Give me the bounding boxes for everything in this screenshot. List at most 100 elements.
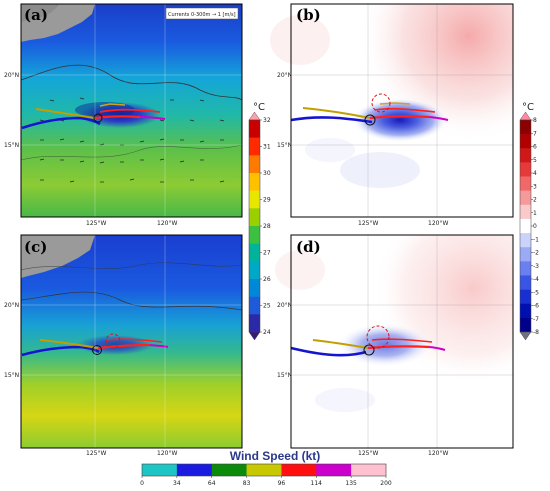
wind-speed-colorbar: 0 34 64 83 96 114 135 200 [140,463,392,487]
colorbar-tick-label: 5 [533,157,537,164]
colorbar-segment [520,134,531,149]
colorbar-tick-label: 31 [263,144,271,151]
colorbar-tick-label: 1 [533,210,537,217]
lat-label: 20°N [277,72,292,79]
colorbar-segment [520,190,531,206]
wind-speed-segment [246,464,282,476]
panel-b-anomaly-map: (b) [270,3,514,218]
axis-labels: 20°N 15°N 125°W 120°W 20°N 15°N 125°W 12… [4,72,448,457]
anomaly-colorbar-unit: °C [522,102,534,113]
colorbar-tick-label: -2 [533,250,539,257]
colorbar-segment [520,162,531,177]
panel-c-sst-map: (c) [20,234,243,449]
colorbar-segment [520,275,531,290]
wind-speed-tick-label: 34 [173,480,181,487]
lat-label: 15°N [277,372,292,379]
lat-label: 15°N [4,372,19,379]
sst-colorbar-unit: °C [253,102,265,113]
wind-speed-tick-label: 64 [208,480,216,487]
colorbar-segment [249,296,260,315]
colorbar-segment [249,279,260,297]
colorbar-tick-label: 2 [533,197,537,204]
colorbar-segment [249,190,260,209]
colorbar-tick-label: -4 [533,276,539,283]
colorbar-tick-label: -3 [533,263,539,270]
lon-label: 125°W [358,450,378,457]
wind-speed-tick-label: 135 [345,480,357,487]
lat-label: 20°N [277,302,292,309]
colorbar-segment [520,204,531,220]
panel-letter: (b) [296,6,321,24]
colorbar-tick-label: 25 [263,303,271,310]
storm-track [21,103,166,130]
colorbar-tick-label: 32 [263,117,271,124]
colorbar-tick-label: 6 [533,144,537,151]
colorbar-segment [520,148,531,163]
colorbar-cap-bottom [519,331,532,341]
lon-label: 120°W [428,450,448,457]
colorbar-segment [520,303,531,319]
colorbar-segment [249,314,260,333]
colorbar-tick-label: 7 [533,130,537,137]
lat-label: 15°N [4,142,19,149]
lon-label: 120°W [428,220,448,227]
colorbar-segment [520,233,531,248]
colorbar-tick-label: 3 [533,183,537,190]
colorbar-segment [249,155,260,174]
colorbar-tick-label: 4 [533,170,537,177]
wind-speed-title: Wind Speed (kt) [229,449,321,463]
colorbar-tick-label: 30 [263,170,271,177]
colorbar-tick-label: 27 [263,250,271,257]
colorbar-tick-label: 8 [533,117,537,124]
panel-d-anomaly-map: (d) [275,234,514,449]
current-legend: Currents 0-300m → 1 [m/s] [168,12,236,18]
lon-label: 120°W [157,450,177,457]
colorbar-tick-label: -7 [533,316,539,323]
colorbar-segment [520,120,531,135]
panel-letter: (a) [24,6,48,24]
colorbar-tick-label: -5 [533,289,539,296]
panel-a-sst-map: (a) Currents 0-300m → 1 [m/s] [20,3,243,218]
wind-speed-segment [176,464,213,476]
colorbar-segment [249,137,260,156]
colorbar-tick-label: -6 [533,303,539,310]
colorbar-cap-top [248,111,261,121]
colorbar-tick-label: 26 [263,276,271,283]
wind-speed-tick-label: 96 [278,480,286,487]
colorbar-segment [520,176,531,191]
colorbar-segment [520,218,531,234]
wind-speed-tick-label: 0 [140,480,144,487]
wind-speed-segment [142,464,178,476]
panel-letter: (c) [24,238,47,256]
colorbar-segment [249,120,260,138]
colorbar-tick-label: -8 [533,329,539,336]
panel-letter: (d) [296,238,321,256]
colorbar-segment [249,226,260,244]
lon-label: 125°W [86,220,106,227]
colorbar-segment [249,261,260,280]
colorbar-segment [249,243,260,262]
wind-speed-tick-label: 83 [243,480,251,487]
land-mass [21,4,60,22]
lon-label: 125°W [358,220,378,227]
colorbar-tick-label: 29 [263,197,271,204]
lat-label: 20°N [4,72,19,79]
wind-speed-tick-label: 114 [311,480,323,487]
colorbar-tick-label: 24 [263,329,271,336]
colorbar-cap-top [519,111,532,121]
colorbar-segment [520,289,531,305]
lon-label: 120°W [157,220,177,227]
colorbar-segment [249,173,260,191]
wind-speed-tick-label: 200 [380,480,392,487]
colorbar-segment [520,317,531,333]
lon-label: 125°W [86,450,106,457]
lat-label: 20°N [4,302,19,309]
colorbar-tick-label: 28 [263,223,271,230]
wind-speed-segment [351,464,387,476]
colorbar-tick-label: 0 [533,223,537,230]
colorbar-segment [520,261,531,276]
colorbar-tick-label: -1 [533,236,539,243]
wind-speed-segment [316,464,352,476]
colorbar-segment [520,247,531,262]
